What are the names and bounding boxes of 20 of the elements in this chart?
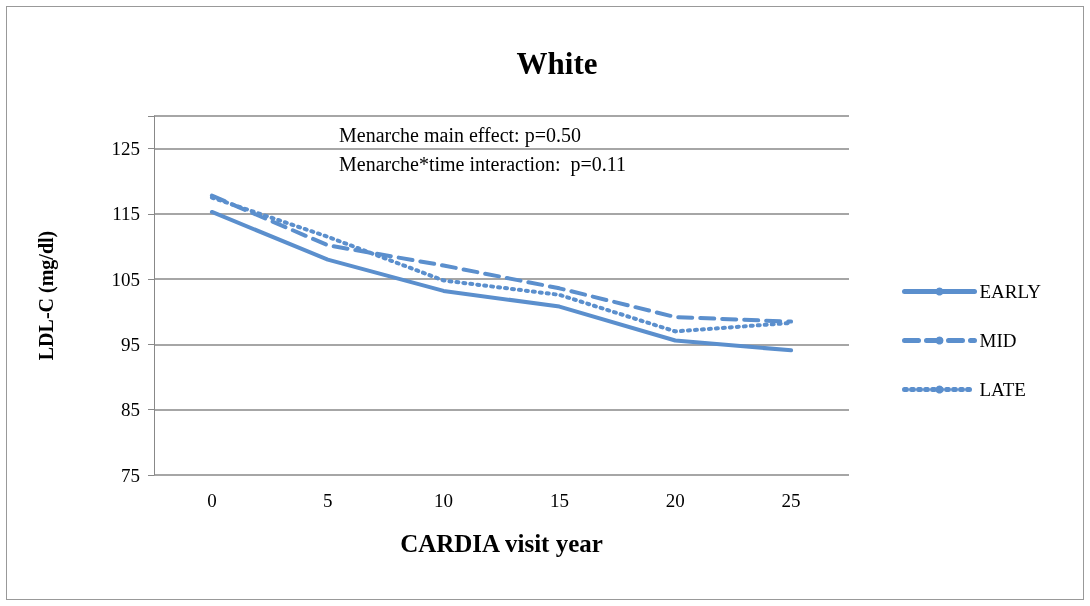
y-axis-title: LDL-C (mg/dl) — [35, 230, 58, 361]
chart-title: White — [516, 46, 598, 81]
y-tick-label: 95 — [121, 333, 140, 355]
x-tick-label: 15 — [549, 490, 569, 511]
annotation: Menarche main effect: p=0.50 — [339, 124, 581, 147]
y-tick-label: 85 — [121, 399, 140, 421]
y-tick-label: 75 — [121, 464, 140, 486]
annotation: Menarche*time interaction: p=0.11 — [339, 153, 627, 176]
y-tick-label: 125 — [111, 138, 140, 160]
x-tick-label: 0 — [207, 490, 217, 511]
x-tick-label: 20 — [665, 490, 685, 511]
legend-label: LATE — [979, 379, 1026, 400]
y-tick-label: 105 — [111, 268, 140, 290]
legend-label: MID — [979, 330, 1017, 351]
y-tick-label: 115 — [112, 203, 140, 225]
x-tick-label: 5 — [323, 490, 333, 511]
x-tick-label: 25 — [781, 490, 801, 511]
x-tick-label: 10 — [434, 490, 454, 511]
legend-label: EARLY — [979, 281, 1042, 302]
x-axis-title: CARDIA visit year — [400, 530, 603, 557]
